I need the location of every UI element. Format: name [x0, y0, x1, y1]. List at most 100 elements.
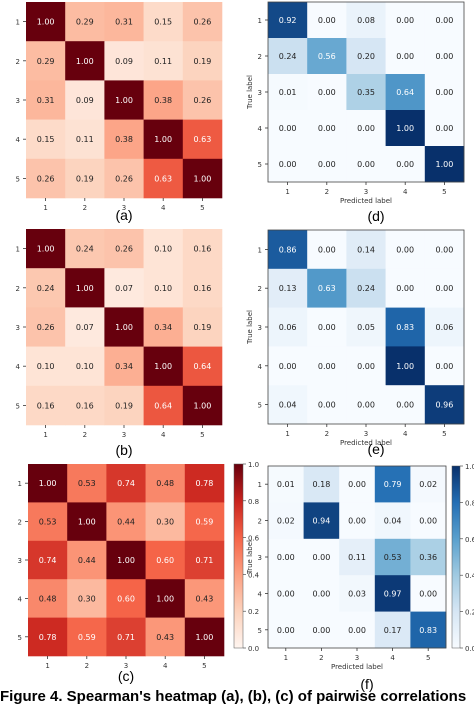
heatmap-cell — [424, 110, 465, 147]
cell-value-label: 0.24 — [76, 245, 94, 254]
cell-value-label: 0.00 — [348, 626, 366, 635]
cell-value-label: 1.00 — [435, 160, 453, 169]
colorbar-tick-label: 0.8 — [248, 498, 259, 506]
heatmap-cell — [424, 307, 465, 347]
colorbar-tick-label: 1.0 — [465, 463, 474, 471]
cell-value-label: 0.06 — [435, 323, 453, 332]
cell-value-label: 0.01 — [277, 480, 295, 489]
cell-value-label: 0.34 — [154, 323, 172, 332]
y-tick-label: 3 — [18, 557, 22, 565]
y-axis-title: True label — [246, 310, 254, 345]
heatmap-cell — [143, 268, 184, 308]
y-tick-label: 5 — [258, 627, 262, 635]
y-tick-label: 3 — [258, 554, 262, 562]
x-axis-title: Predicted label — [331, 663, 383, 671]
heatmap-cell — [67, 502, 107, 542]
cell-value-label: 0.24 — [279, 52, 297, 61]
cell-value-label: 0.26 — [193, 96, 211, 105]
cell-value-label: 0.53 — [384, 553, 402, 562]
cell-value-label: 0.34 — [115, 362, 133, 371]
cell-value-label: 0.00 — [396, 284, 414, 293]
cell-value-label: 0.09 — [115, 57, 133, 66]
cell-value-label: 0.07 — [76, 323, 94, 332]
cell-value-label: 0.64 — [193, 362, 211, 371]
heatmap-cell — [268, 268, 308, 308]
x-tick-label: 2 — [83, 204, 87, 212]
cell-value-label: 0.00 — [348, 480, 366, 489]
heatmap-cell — [26, 80, 66, 120]
cell-value-label: 0.26 — [193, 18, 211, 27]
heatmap-cell — [268, 146, 308, 183]
cell-value-label: 0.26 — [37, 174, 55, 183]
heatmap-cell — [182, 307, 223, 347]
y-tick-label: 4 — [16, 363, 21, 371]
cell-value-label: 0.00 — [312, 626, 330, 635]
heatmap-cell — [65, 385, 105, 426]
heatmap-cell — [268, 611, 304, 649]
cell-value-label: 0.44 — [78, 556, 96, 565]
heatmap-cell — [143, 158, 184, 199]
cell-value-label: 0.26 — [115, 245, 133, 254]
heatmap-cell — [182, 346, 223, 387]
panel-label: (c) — [118, 668, 134, 684]
y-tick-label: 4 — [18, 595, 23, 603]
cell-value-label: 0.24 — [357, 284, 375, 293]
heatmap-cell — [26, 307, 66, 347]
cell-value-label: 0.26 — [37, 323, 55, 332]
cell-value-label: 0.07 — [115, 284, 133, 293]
cell-value-label: 0.48 — [39, 594, 57, 603]
cell-value-label: 1.00 — [39, 479, 57, 488]
x-tick-label: 2 — [319, 654, 323, 662]
heatmap-cell — [26, 41, 66, 81]
colorbar — [451, 465, 461, 649]
colorbar-tick-label: 0.0 — [248, 645, 259, 653]
x-tick-label: 4 — [403, 188, 408, 196]
y-tick-label: 4 — [258, 590, 263, 598]
cell-value-label: 0.64 — [396, 88, 414, 97]
heatmap-cell — [268, 2, 308, 39]
heatmap-cell — [143, 80, 184, 120]
heatmap-cell — [268, 38, 308, 75]
panel-label: (f) — [360, 676, 373, 692]
heatmap-cell — [182, 158, 223, 199]
cell-value-label: 0.17 — [384, 626, 402, 635]
heatmap-cell — [104, 385, 144, 426]
heatmap-cell — [104, 307, 144, 347]
heatmap-cell — [385, 230, 426, 270]
y-tick-label: 1 — [16, 246, 20, 254]
heatmap-cell — [374, 538, 411, 576]
colorbar-tick-label: 0.8 — [465, 499, 474, 507]
cell-value-label: 0.00 — [396, 16, 414, 25]
heatmap-cell — [145, 464, 186, 503]
heatmap-cell — [303, 575, 340, 612]
colorbar-tick-label: 0.6 — [248, 535, 260, 543]
heatmap-cell — [346, 2, 386, 39]
heatmap-cell — [268, 74, 308, 111]
cell-value-label: 0.71 — [195, 556, 213, 565]
cell-value-label: 1.00 — [193, 174, 211, 183]
heatmap-cell — [65, 41, 105, 81]
cell-value-label: 0.30 — [78, 594, 96, 603]
cell-value-label: 0.24 — [37, 284, 55, 293]
heatmap-cell — [346, 146, 386, 183]
x-tick-label: 2 — [325, 430, 329, 438]
heatmap-cell — [346, 385, 386, 425]
heatmap-cell — [307, 346, 347, 386]
panel-label: (e) — [367, 441, 384, 457]
cell-value-label: 0.18 — [312, 480, 330, 489]
heatmap-cell — [26, 268, 66, 308]
cell-value-label: 0.63 — [318, 284, 336, 293]
y-tick-label: 5 — [18, 634, 22, 642]
heatmap-cell — [184, 617, 225, 657]
heatmap-cell — [65, 307, 105, 347]
heatmap-cell — [28, 464, 68, 503]
cell-value-label: 0.00 — [279, 362, 297, 371]
panel-label: (b) — [115, 442, 132, 458]
heatmap-cell — [184, 502, 225, 542]
heatmap-cell — [303, 611, 340, 649]
heatmap-cell — [28, 617, 68, 657]
cell-value-label: 0.02 — [419, 480, 437, 489]
y-tick-label: 1 — [258, 17, 262, 25]
cell-value-label: 0.53 — [78, 479, 96, 488]
